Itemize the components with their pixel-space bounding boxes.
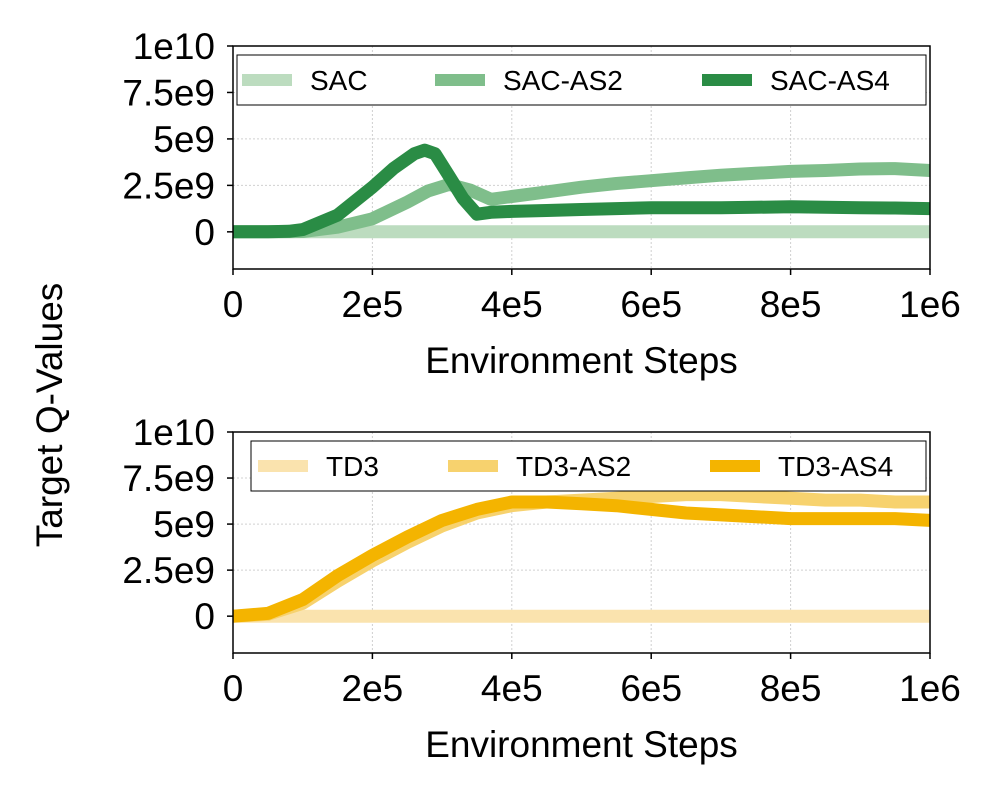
sac-y-tick-label: 1e10 bbox=[133, 26, 215, 67]
td3-y-tick-label: 1e10 bbox=[133, 412, 215, 453]
td3-y-tick-label: 0 bbox=[194, 596, 215, 637]
series-line-td3-as4 bbox=[232, 495, 931, 623]
td3-x-tick-label: 8e5 bbox=[760, 668, 822, 709]
td3-x-tick-label: 2e5 bbox=[342, 668, 404, 709]
td3-y-tick-label: 2.5e9 bbox=[122, 550, 215, 591]
td3-y-tick-label: 5e9 bbox=[153, 504, 215, 545]
td3-panel: 0 2e5 4e5 6e5 8e5 1e6 0 2.5e9 5e9 7.5e9 1e10 Enviro… bbox=[122, 412, 960, 765]
sac-y-tick-label: 7.5e9 bbox=[122, 72, 215, 113]
shared-y-axis-label: Target Q-Values bbox=[29, 283, 70, 548]
sac-x-tick-label: 1e6 bbox=[899, 284, 961, 325]
sac-legend-box bbox=[236, 54, 927, 106]
td3-x-tick-label: 1e6 bbox=[899, 668, 961, 709]
sac-x-tick-label: 4e5 bbox=[481, 284, 543, 325]
td3-x-tick-label: 6e5 bbox=[620, 668, 682, 709]
series-line-sac-as4 bbox=[233, 143, 931, 239]
sac-y-tick-label: 2.5e9 bbox=[122, 165, 215, 206]
sac-panel: 0 2e5 4e5 6e5 8e5 1e6 0 2.5e9 5e9 7.5e9 1e10 Enviro… bbox=[122, 26, 960, 381]
legend-label-td3: TD3 bbox=[326, 451, 379, 482]
td3-legend: TD3 TD3-AS2 TD3-AS4 bbox=[250, 440, 927, 492]
td3-x-tick-label: 4e5 bbox=[481, 668, 543, 709]
legend-label-sac-as4: SAC-AS4 bbox=[770, 65, 890, 96]
sac-x-tick-label: 2e5 bbox=[342, 284, 404, 325]
sac-x-axis-label: Environment Steps bbox=[425, 340, 738, 381]
sac-x-tick-label: 0 bbox=[223, 284, 244, 325]
series-line-sac-as2 bbox=[233, 162, 931, 239]
td3-y-tick-label: 7.5e9 bbox=[122, 458, 215, 499]
td3-x-axis-label: Environment Steps bbox=[425, 724, 738, 765]
sac-y-tick-label: 0 bbox=[194, 212, 215, 253]
sac-y-tick-label: 5e9 bbox=[153, 119, 215, 160]
td3-x-tick-label: 0 bbox=[223, 668, 244, 709]
legend-label-td3-as2: TD3-AS2 bbox=[516, 451, 631, 482]
sac-plot-frame bbox=[232, 45, 931, 270]
sac-legend: SAC SAC-AS2 SAC-AS4 bbox=[236, 54, 927, 106]
sac-x-tick-label: 6e5 bbox=[620, 284, 682, 325]
td3-legend-box bbox=[250, 440, 927, 492]
legend-label-sac: SAC bbox=[310, 65, 368, 96]
legend-label-td3-as4: TD3-AS4 bbox=[778, 451, 893, 482]
legend-label-sac-as2: SAC-AS2 bbox=[503, 65, 623, 96]
sac-x-tick-label: 8e5 bbox=[760, 284, 822, 325]
td3-plot-frame bbox=[232, 431, 931, 654]
